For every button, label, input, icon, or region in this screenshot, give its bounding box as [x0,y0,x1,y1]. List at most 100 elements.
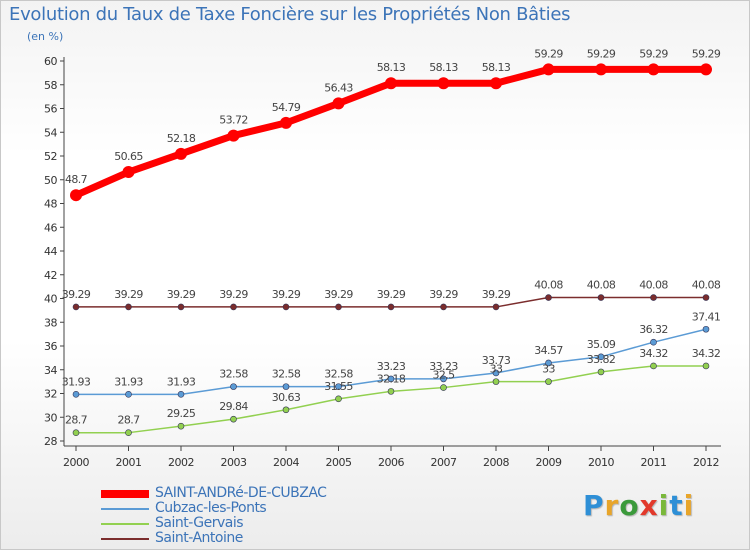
data-label: 40.08 [692,279,721,292]
data-point [282,303,290,311]
data-label: 40.08 [534,279,563,292]
data-point [545,359,552,367]
data-label: 59.29 [587,47,616,60]
data-label: 39.29 [272,288,301,301]
y-tick-label: 34 [44,364,57,377]
data-point [595,63,607,76]
data-label: 59.29 [639,47,668,60]
y-tick-label: 50 [44,174,57,187]
data-label: 34.32 [692,347,721,360]
x-tick-label: 2008 [483,456,509,469]
data-label: 33.23 [377,360,406,373]
y-tick-label: 28 [44,435,57,448]
logo-letter: i [658,489,670,522]
data-label: 31.55 [324,380,353,393]
data-label: 56.43 [324,81,353,94]
x-tick-label: 2010 [588,456,614,469]
data-label: 29.25 [167,407,196,420]
y-tick-label: 44 [44,245,57,258]
data-point [332,97,345,110]
y-tick-label: 54 [44,126,57,139]
data-label: 33 [490,363,503,376]
data-label: 39.29 [219,288,248,301]
logo-letter: o [619,489,640,522]
data-label: 48.7 [65,173,88,186]
data-point [597,368,605,376]
proxiti-logo[interactable]: Proxiti [583,489,694,522]
y-tick-label: 40 [44,293,57,306]
data-point [702,294,710,301]
x-tick-label: 2012 [693,456,719,469]
legend-swatch-saint-andre [101,490,149,498]
x-tick-label: 2005 [326,456,352,469]
data-point [440,303,447,311]
data-point [72,391,80,398]
data-point [177,391,185,398]
unit-label: (en %) [27,30,64,43]
legend-label-saint-andre: SAINT-ANDRé-DE-CUBZAC [155,485,327,501]
data-label: 32.5 [432,369,455,382]
y-tick-label: 36 [44,340,57,353]
legend-swatch-saint-gervais [101,523,149,525]
data-label: 33.23 [429,360,458,373]
data-point [335,383,342,390]
data-label: 32.58 [324,368,353,381]
logo-letter: t [669,489,684,522]
data-point [230,383,237,390]
data-label: 31.93 [62,375,91,388]
data-label: 39.29 [482,288,511,301]
data-point [650,362,657,370]
data-point [335,395,342,403]
data-point [230,303,237,311]
logo-letter: P [583,489,605,522]
data-point [177,422,185,430]
data-point [647,63,660,76]
data-label: 29.84 [219,400,248,413]
data-label: 39.29 [114,288,143,301]
data-label: 28.7 [65,414,88,427]
data-label: 33.82 [587,353,616,366]
data-label: 59.29 [692,47,721,60]
data-label: 53.72 [219,114,248,127]
data-point [387,375,395,383]
data-label: 50.65 [114,150,143,163]
data-point [597,294,605,301]
legend-swatch-cubzac [101,508,149,510]
data-point [177,303,185,311]
data-point [125,303,132,311]
x-tick-label: 2000 [63,456,89,469]
data-label: 39.29 [377,288,406,301]
data-point [437,77,450,90]
data-label: 39.29 [167,288,196,301]
x-tick-label: 2004 [273,456,299,469]
data-point [72,303,80,311]
x-tick-label: 2011 [641,456,667,469]
data-point [440,384,447,391]
data-point [335,303,342,311]
data-point [125,391,132,398]
data-point [282,383,290,390]
data-point [230,415,237,423]
data-point [700,63,712,76]
data-point [492,303,500,311]
data-label: 33.73 [482,354,511,367]
data-label: 37.41 [692,310,721,323]
logo-letter: i [683,489,695,522]
y-tick-label: 56 [44,103,57,116]
y-tick-label: 38 [44,316,57,329]
data-point [490,77,502,90]
x-tick-label: 2009 [536,456,562,469]
y-tick-label: 58 [44,79,57,92]
data-point [492,369,500,377]
data-label: 39.29 [62,288,91,301]
legend-label-saint-gervais: Saint-Gervais [155,515,244,531]
data-point [72,429,80,436]
data-point [282,406,290,414]
data-label: 32.18 [377,372,406,385]
data-label: 30.63 [272,391,301,404]
data-point [387,388,395,395]
x-tick-label: 2002 [168,456,194,469]
data-point [545,294,552,301]
data-label: 31.93 [114,375,143,388]
data-point [545,378,552,385]
